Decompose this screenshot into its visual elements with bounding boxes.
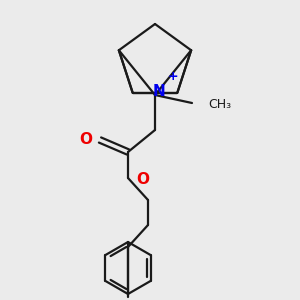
Text: +: + (168, 70, 178, 83)
Text: O: O (136, 172, 149, 188)
Text: O: O (79, 133, 92, 148)
Text: CH₃: CH₃ (208, 98, 231, 112)
Text: N: N (153, 83, 165, 98)
